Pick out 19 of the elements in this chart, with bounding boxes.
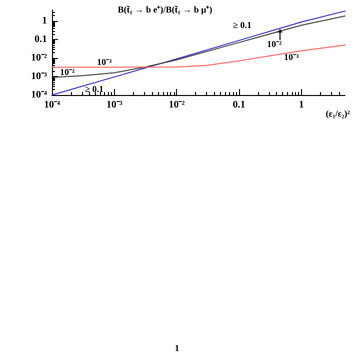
annotation: 10⁻³ [97, 57, 112, 67]
y-tick-label: 1 [42, 16, 47, 27]
y-tick-label: 10⁻² [31, 52, 47, 64]
y-tick-label: 10⁻⁴ [31, 90, 47, 100]
annotation: 10⁻³ [284, 52, 299, 62]
annotation: 10⁻² [267, 39, 282, 49]
x-tick-label: 10⁻⁴ [44, 100, 60, 110]
annotation: 10⁻² [60, 67, 75, 77]
annotation: ≥ 0.1 [233, 20, 252, 30]
x-tick-label: 10⁻³ [106, 100, 122, 110]
x-tick-label: 1 [298, 100, 304, 110]
text: 1 [174, 343, 180, 353]
y-tick-label: 0.1 [34, 34, 47, 46]
annotation: ≥ 0.1 [85, 84, 104, 94]
x-tick-label: 0.1 [232, 100, 246, 110]
chart-title: B(t̃₁ → b e⁺)/B(t̃₁ → b μ⁺) [118, 4, 212, 14]
y-tick-label: 10⁻³ [31, 71, 47, 82]
x-axis-title: (ε₁/ε₂)² [326, 108, 350, 118]
x-tick-label: 10⁻² [168, 100, 185, 110]
